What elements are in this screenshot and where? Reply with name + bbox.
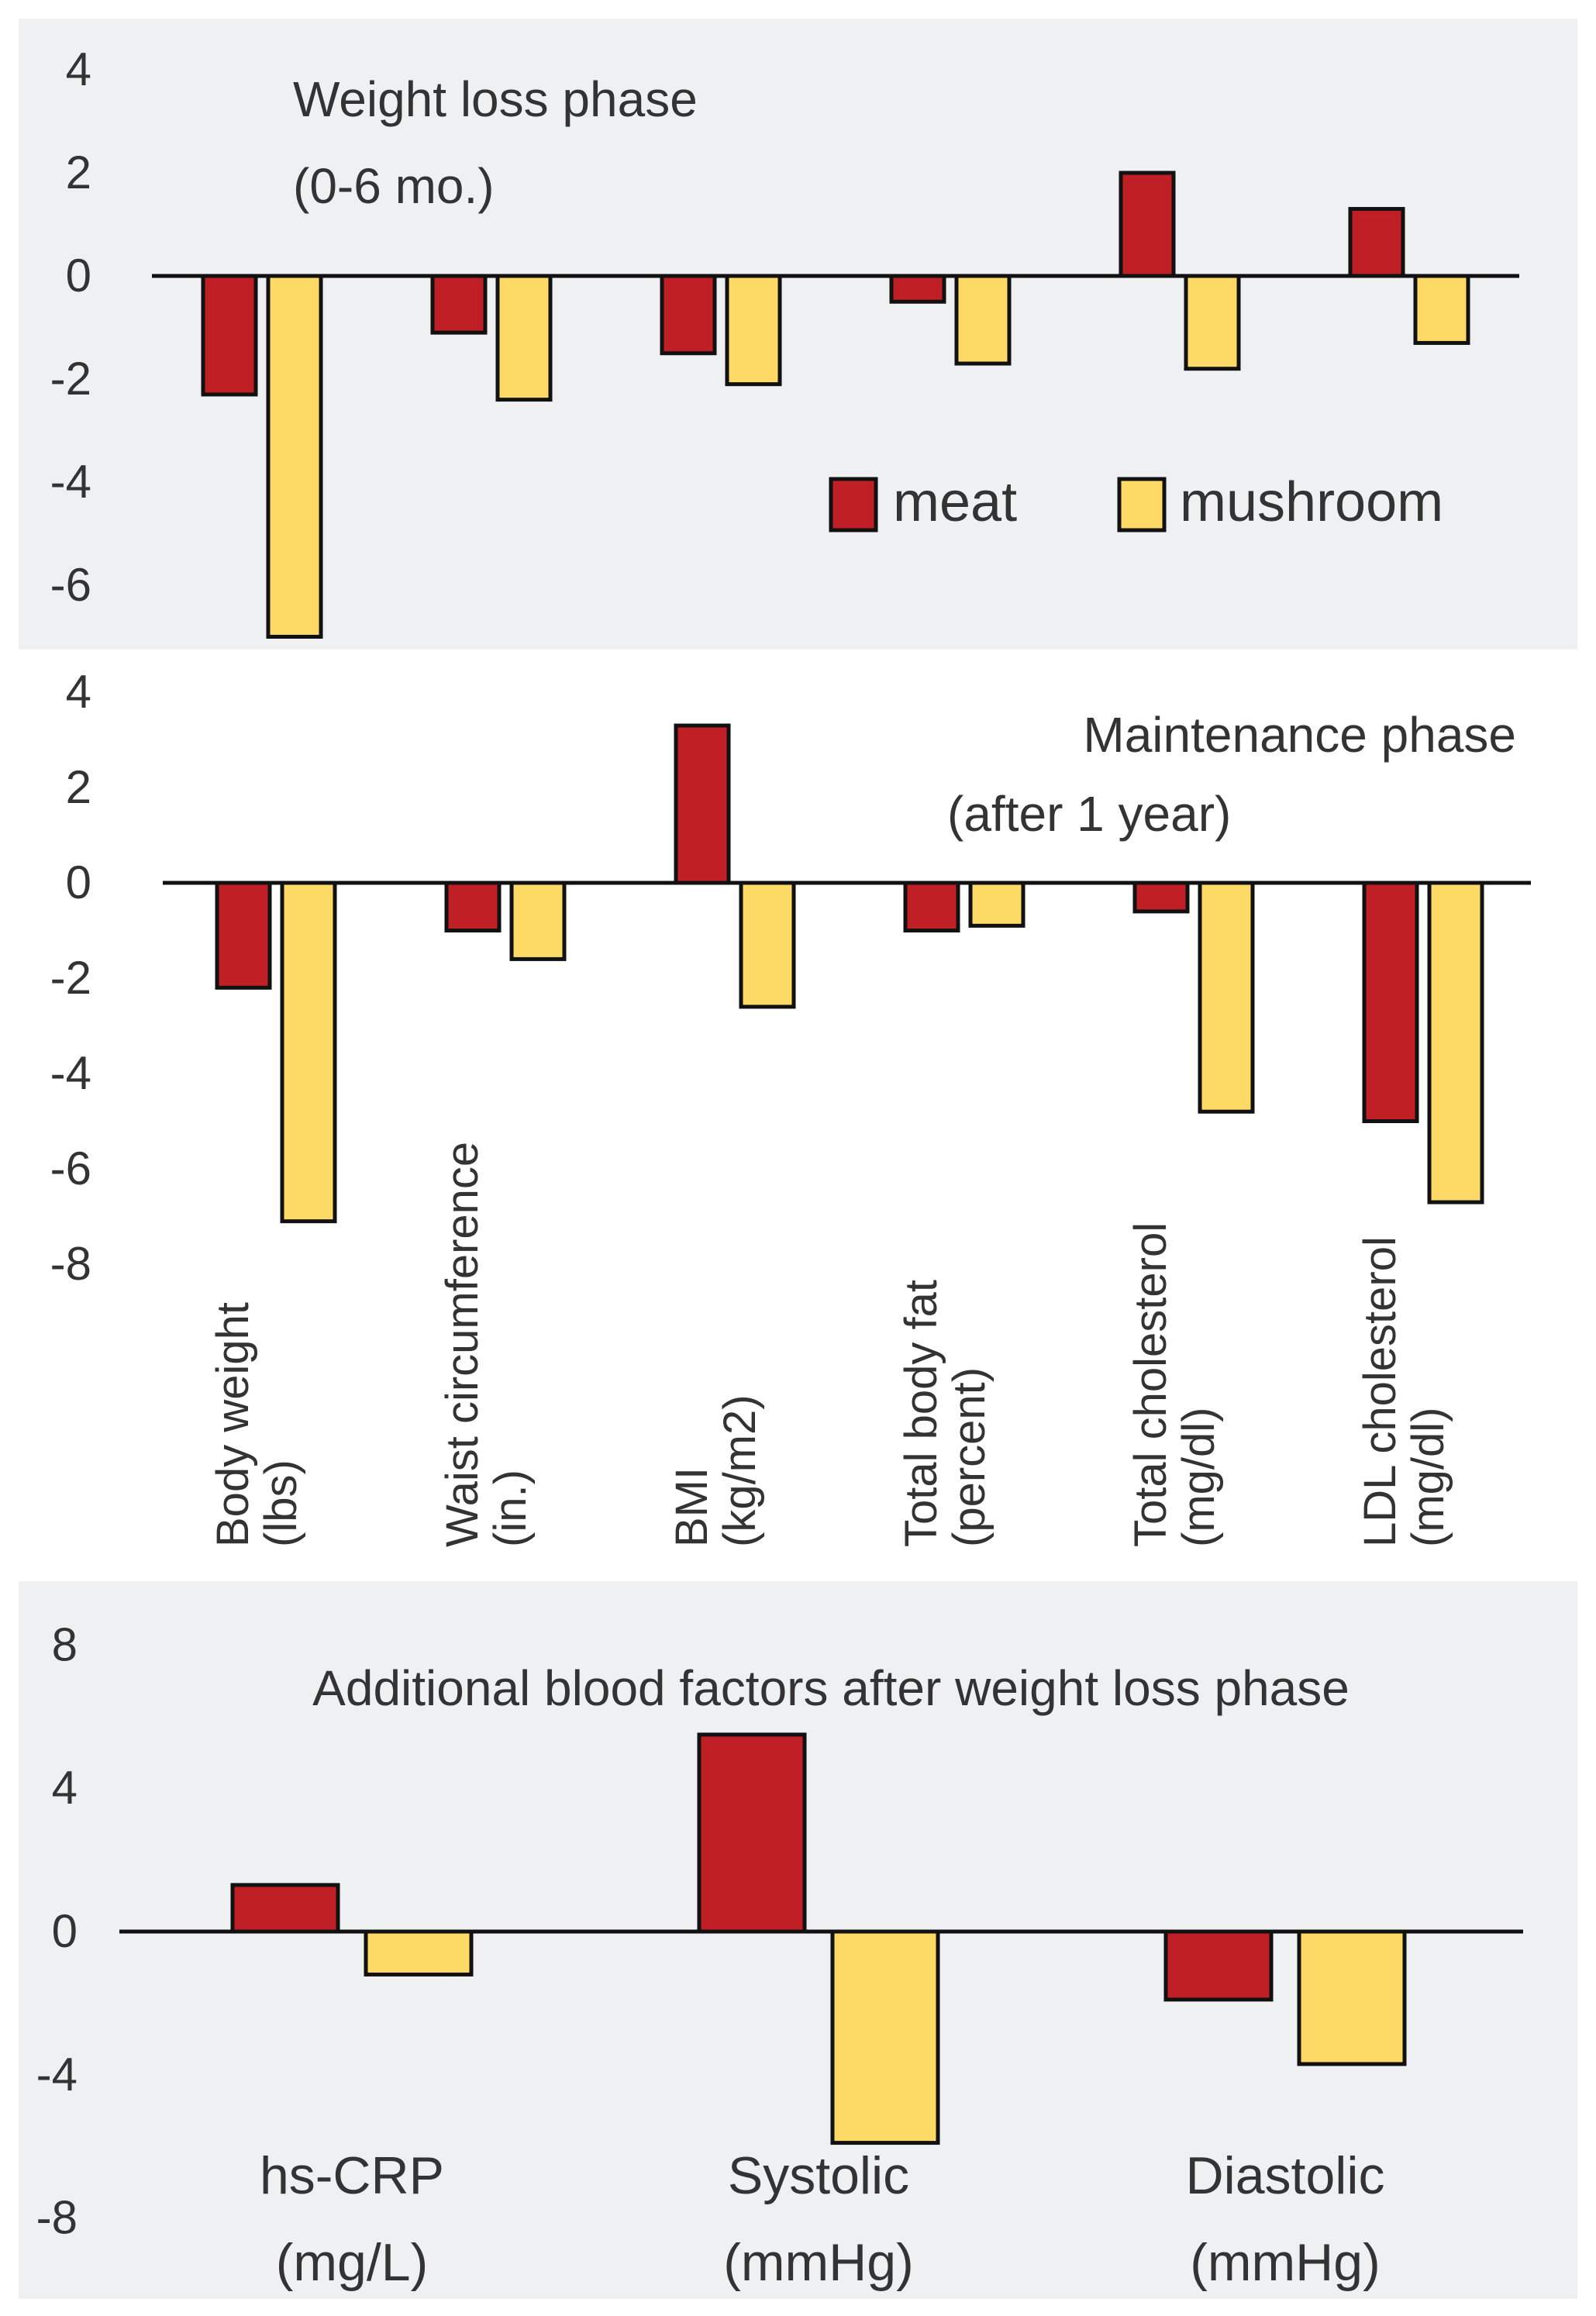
y-tick-label: -2 bbox=[50, 353, 91, 405]
weight-loss-subtitle: (0-6 mo.) bbox=[293, 158, 495, 214]
maintenance-plot: 4 2 0 -2 -4 -6 -8 Body weight(lbs) Waist circumf… bbox=[50, 666, 1531, 1547]
maintenance-subtitle: (after 1 year) bbox=[947, 786, 1231, 842]
y-tick-label: 8 bbox=[52, 1618, 78, 1670]
x-category-label: Total cholesterol bbox=[1125, 1222, 1176, 1547]
bar-mushroom bbox=[1297, 1929, 1407, 2066]
bar-meat bbox=[697, 1732, 807, 1934]
bar-meat bbox=[430, 274, 488, 335]
bar-mushroom bbox=[1198, 881, 1255, 1114]
y-tick-label: -4 bbox=[50, 1047, 91, 1099]
x-category-label: Waist circumference bbox=[437, 1142, 488, 1547]
y-tick-label: -8 bbox=[50, 1238, 91, 1290]
y-tick-label: -2 bbox=[50, 952, 91, 1004]
x-category-label: (kg/m2) bbox=[715, 1394, 765, 1547]
bar-mushroom bbox=[725, 274, 782, 387]
bar-meat bbox=[201, 274, 258, 397]
bar-meat bbox=[1348, 207, 1405, 278]
y-tick-label: -6 bbox=[50, 559, 91, 611]
bar-mushroom bbox=[280, 881, 337, 1224]
y-tick-label: -6 bbox=[50, 1142, 91, 1194]
bar-meat bbox=[1362, 881, 1419, 1123]
legend-label-meat: meat bbox=[893, 471, 1017, 533]
bar-mushroom bbox=[1427, 881, 1484, 1205]
y-tick-label: 2 bbox=[66, 761, 91, 813]
bar-mushroom bbox=[509, 881, 567, 961]
y-tick-label: 0 bbox=[66, 856, 91, 908]
blood-factors-plot: 8 4 0 -4 -8 hs-CRP (mg/L) Systolic (mmHg) Diastol… bbox=[36, 1618, 1523, 2292]
y-tick-label: 2 bbox=[66, 146, 91, 198]
x-category-label: Systolic bbox=[728, 2146, 909, 2205]
y-tick-label: -4 bbox=[50, 456, 91, 508]
x-category-label: (percent) bbox=[944, 1367, 994, 1547]
legend-swatch-mushroom bbox=[1117, 477, 1167, 532]
x-category-label: (in.) bbox=[485, 1470, 536, 1547]
y-tick-label: 0 bbox=[66, 250, 91, 302]
bar-mushroom bbox=[495, 274, 553, 402]
weight-loss-title: Weight loss phase bbox=[293, 71, 698, 127]
maintenance-title: Maintenance phase bbox=[1083, 707, 1516, 763]
bar-meat bbox=[674, 723, 731, 885]
weight-loss-plot: 4 2 0 -2 -4 -6 bbox=[50, 43, 1519, 639]
bar-mushroom bbox=[954, 274, 1012, 366]
bar-mushroom bbox=[364, 1929, 474, 1977]
x-category-label: Total body fat bbox=[896, 1280, 946, 1547]
legend: meat mushroom bbox=[829, 471, 1443, 533]
blood-factors-title: Additional blood factors after weight lo… bbox=[312, 1660, 1350, 1716]
bar-meat bbox=[1132, 881, 1190, 914]
y-tick-label: -4 bbox=[36, 2049, 78, 2101]
x-category-label: (lbs) bbox=[256, 1460, 306, 1547]
x-category-label: Body weight bbox=[208, 1302, 258, 1547]
x-category-label: LDL cholesterol bbox=[1355, 1236, 1405, 1547]
x-category-label: (mg/dl) bbox=[1403, 1408, 1453, 1547]
y-tick-label: 0 bbox=[52, 1905, 78, 1957]
bar-mushroom bbox=[968, 881, 1026, 928]
bar-meat bbox=[444, 881, 502, 932]
bar-mushroom bbox=[830, 1929, 940, 2145]
x-category-label: hs-CRP bbox=[260, 2146, 444, 2205]
legend-label-mushroom: mushroom bbox=[1180, 471, 1443, 533]
y-tick-label: 4 bbox=[66, 666, 91, 718]
y-tick-label: -8 bbox=[36, 2192, 78, 2244]
bar-meat bbox=[660, 274, 717, 356]
y-tick-label: 4 bbox=[52, 1762, 78, 1814]
x-category-label: (mg/dl) bbox=[1174, 1408, 1224, 1547]
y-tick-label: 4 bbox=[66, 43, 91, 95]
bar-meat bbox=[903, 881, 960, 932]
bar-meat bbox=[889, 274, 946, 304]
bar-meat bbox=[1163, 1929, 1274, 2002]
bar-meat bbox=[1119, 171, 1176, 278]
x-category-label: BMI bbox=[667, 1467, 717, 1547]
legend-swatch-meat bbox=[829, 477, 878, 532]
bar-mushroom bbox=[1413, 274, 1470, 345]
x-category-label: Diastolic bbox=[1186, 2146, 1385, 2205]
bar-mushroom bbox=[266, 274, 323, 639]
x-category-label: (mmHg) bbox=[723, 2233, 914, 2292]
bar-meat bbox=[230, 1883, 340, 1934]
x-category-label: (mg/L) bbox=[276, 2233, 428, 2292]
x-category-label: (mmHg) bbox=[1190, 2233, 1381, 2292]
bar-meat bbox=[215, 881, 272, 990]
bar-mushroom bbox=[739, 881, 796, 1009]
bar-mushroom bbox=[1184, 274, 1241, 371]
